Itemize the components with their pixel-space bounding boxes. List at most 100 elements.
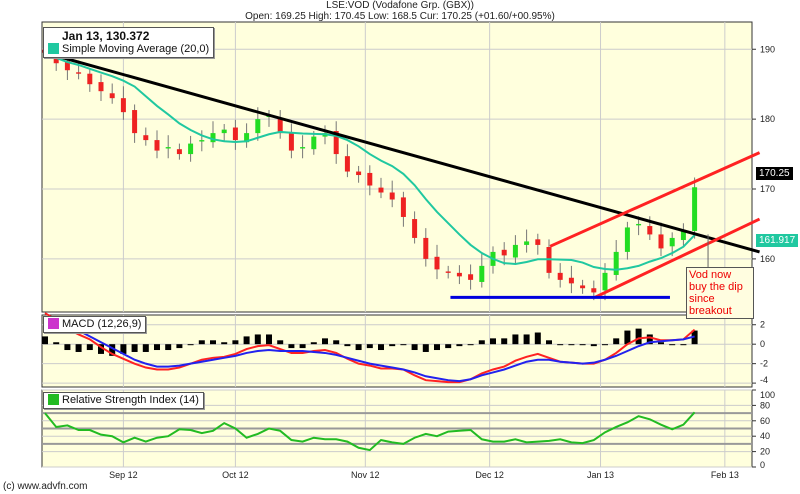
y-tick-label: 0 bbox=[760, 460, 765, 470]
candle-down bbox=[568, 277, 574, 284]
candle-down bbox=[277, 117, 283, 134]
y-tick-label: 170 bbox=[760, 184, 775, 194]
candle-down bbox=[132, 110, 138, 134]
candle-up bbox=[692, 187, 698, 231]
macd-histogram-bar bbox=[490, 338, 496, 345]
macd-histogram-bar bbox=[344, 344, 351, 347]
candle-down bbox=[109, 93, 115, 99]
current-price-tag: 170.25 bbox=[756, 167, 793, 180]
macd-histogram-bar bbox=[299, 344, 306, 349]
candle-down bbox=[501, 249, 507, 256]
candle-down bbox=[333, 131, 339, 155]
y-tick-label: 180 bbox=[760, 114, 775, 124]
macd-panel bbox=[41, 314, 753, 388]
y-tick-label: 2 bbox=[760, 320, 765, 330]
macd-histogram-bar bbox=[42, 336, 48, 345]
macd-histogram-bar bbox=[467, 344, 474, 346]
candle-up bbox=[512, 244, 518, 258]
macd-histogram-bar bbox=[98, 344, 104, 354]
macd-histogram-bar bbox=[243, 336, 250, 345]
y-tick-label: -2 bbox=[760, 359, 768, 369]
rsi-line bbox=[44, 411, 696, 452]
candle-down bbox=[580, 285, 586, 289]
x-tick-label: Sep 12 bbox=[109, 470, 138, 480]
candle-up bbox=[613, 251, 619, 275]
macd-histogram-bar bbox=[288, 344, 295, 349]
macd-histogram-bar bbox=[512, 334, 519, 345]
candle-down bbox=[154, 140, 160, 151]
channel-upper-line bbox=[549, 151, 761, 248]
macd-histogram-bar bbox=[333, 340, 340, 345]
rsi-swatch bbox=[48, 394, 59, 405]
candle-down bbox=[412, 219, 418, 238]
candle-down bbox=[367, 172, 373, 186]
sma-swatch bbox=[48, 43, 59, 54]
signal-line bbox=[44, 316, 695, 383]
macd-histogram-bar bbox=[680, 344, 687, 346]
y-tick-label: 20 bbox=[760, 447, 770, 457]
macd-histogram-bar bbox=[266, 334, 272, 345]
macd-histogram-bar bbox=[86, 344, 93, 351]
y-tick-label: 160 bbox=[760, 254, 775, 264]
candle-down bbox=[344, 156, 350, 172]
macd-histogram-bar bbox=[456, 344, 463, 347]
macd-histogram-bar bbox=[198, 340, 205, 345]
macd-histogram-bar bbox=[378, 344, 384, 351]
macd-histogram-bar bbox=[131, 344, 138, 352]
sma-label: Simple Moving Average (20,0) bbox=[62, 43, 210, 55]
macd-histogram-bar bbox=[590, 344, 597, 347]
macd-histogram-bar bbox=[187, 344, 194, 346]
macd-histogram-bar bbox=[613, 338, 620, 345]
candle-down bbox=[647, 226, 653, 235]
candle-up bbox=[165, 147, 171, 149]
downtrend-line bbox=[44, 51, 760, 254]
macd-legend: MACD (12,26,9) bbox=[43, 316, 147, 333]
candle-down bbox=[356, 171, 362, 176]
macd-histogram-bar bbox=[232, 340, 239, 345]
candle-down bbox=[557, 272, 563, 280]
macd-swatch bbox=[48, 318, 59, 329]
candle-down bbox=[445, 271, 451, 273]
candle-down bbox=[176, 149, 182, 155]
candle-down bbox=[423, 237, 429, 259]
macd-histogram-bar bbox=[366, 344, 373, 349]
macd-histogram-bar bbox=[534, 332, 541, 345]
macd-label: MACD (12,26,9) bbox=[62, 318, 142, 330]
y-tick-label: 80 bbox=[760, 400, 770, 410]
macd-histogram-bar bbox=[624, 330, 631, 345]
macd-histogram-bar bbox=[523, 334, 530, 345]
macd-histogram-bar bbox=[53, 342, 60, 345]
macd-histogram-bar bbox=[579, 344, 586, 346]
channel-lower-line bbox=[594, 217, 761, 299]
candle-down bbox=[143, 135, 149, 141]
candle-up bbox=[221, 129, 227, 134]
candle-down bbox=[400, 197, 406, 217]
macd-histogram-bar bbox=[669, 344, 676, 346]
candle-up bbox=[624, 227, 630, 252]
y-tick-label: 0 bbox=[760, 339, 765, 349]
rsi-label: Relative Strength Index (14) bbox=[62, 394, 199, 406]
copyright: (c) www.advfn.com bbox=[3, 481, 88, 492]
candle-up bbox=[300, 147, 306, 149]
y-tick-label: -4 bbox=[760, 375, 768, 385]
candle-down bbox=[288, 133, 294, 151]
macd-histogram-bar bbox=[109, 344, 116, 356]
macd-histogram-bar bbox=[176, 344, 183, 349]
candle-up bbox=[669, 237, 675, 247]
macd-histogram-bar bbox=[635, 328, 642, 345]
macd-histogram-bar bbox=[355, 344, 362, 351]
candle-down bbox=[389, 192, 395, 200]
price-legend: Jan 13, 130.372 Simple Moving Average (2… bbox=[43, 27, 215, 58]
macd-histogram-bar bbox=[322, 338, 328, 345]
candle-down bbox=[535, 239, 541, 245]
macd-histogram-bar bbox=[64, 344, 71, 351]
y-tick-label: 60 bbox=[760, 416, 770, 426]
macd-histogram-bar bbox=[501, 338, 508, 345]
candle-up bbox=[524, 241, 530, 245]
candle-up bbox=[255, 119, 261, 134]
macd-histogram-bar bbox=[568, 344, 575, 346]
sma-price-tag: 161.917 bbox=[756, 234, 799, 247]
candle-down bbox=[456, 272, 462, 277]
